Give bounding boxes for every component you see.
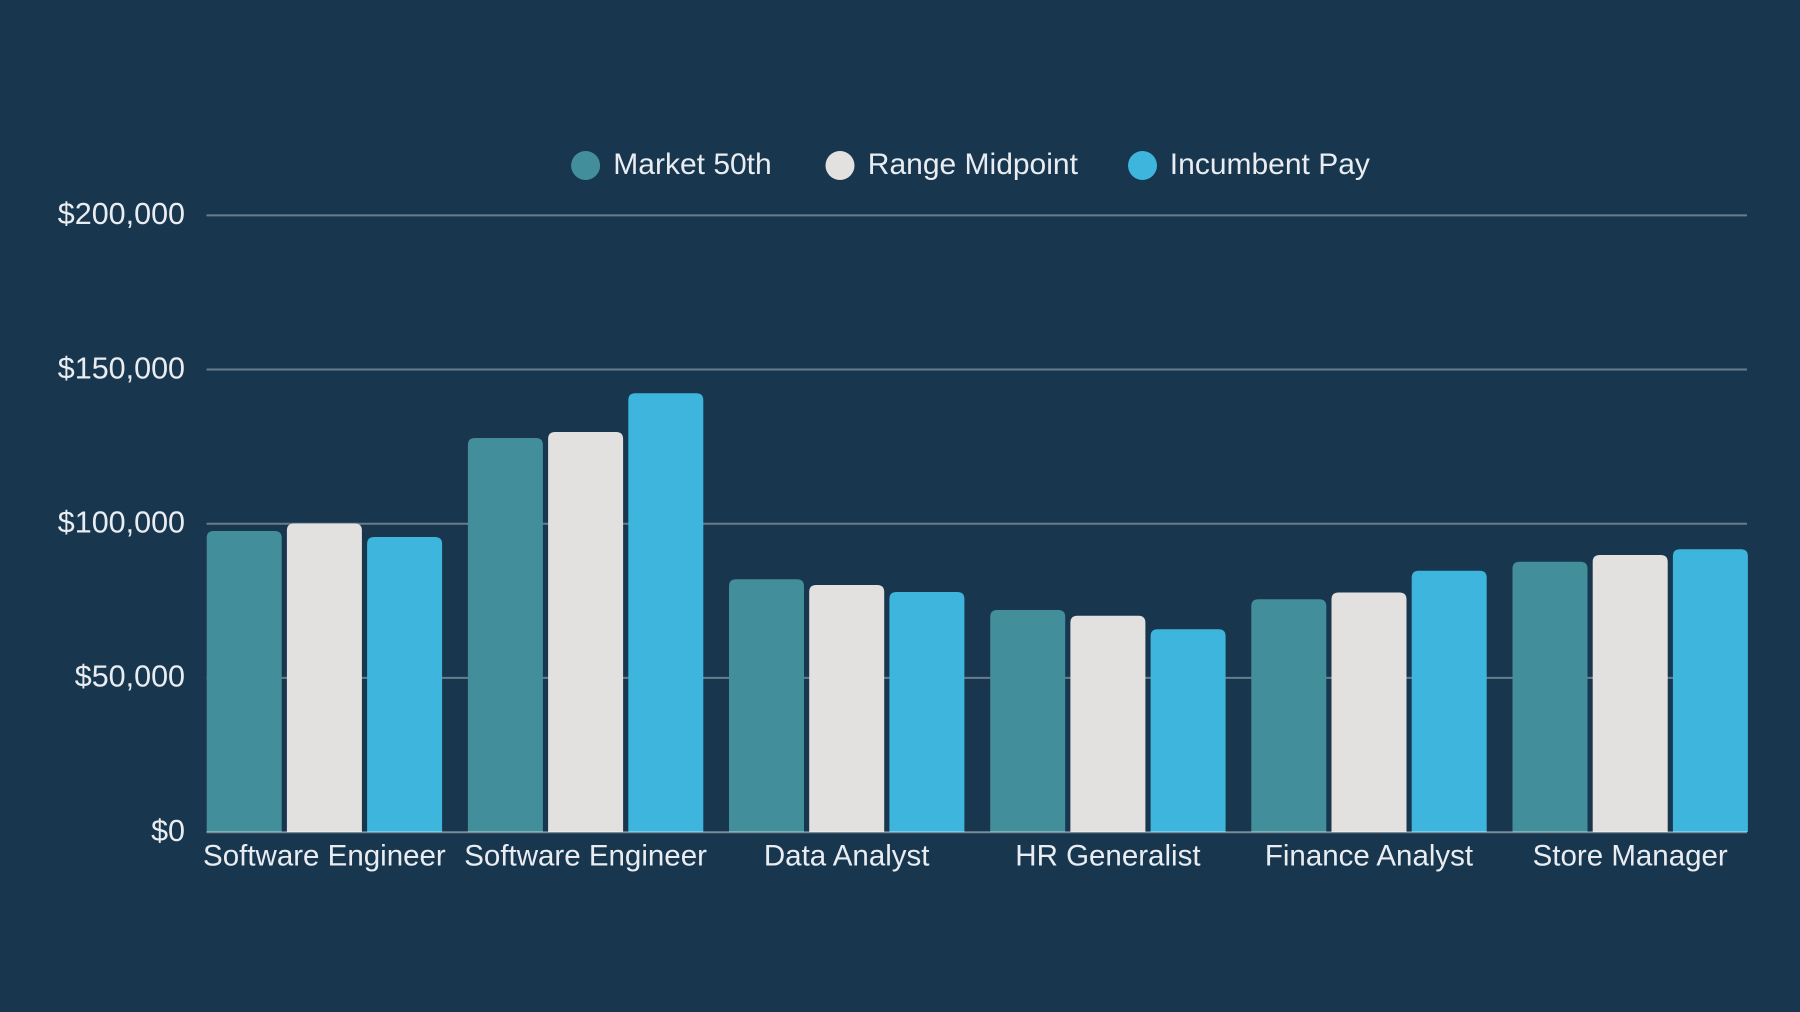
svg-text:Range Midpoint: Range Midpoint bbox=[868, 148, 1079, 181]
svg-text:$50,000: $50,000 bbox=[75, 660, 185, 694]
svg-text:Software Engineer: Software Engineer bbox=[464, 840, 707, 873]
svg-text:$100,000: $100,000 bbox=[58, 506, 185, 540]
svg-text:$0: $0 bbox=[151, 814, 185, 848]
svg-text:Software Engineer: Software Engineer bbox=[203, 840, 446, 873]
svg-text:Store Manager: Store Manager bbox=[1533, 840, 1728, 873]
svg-text:Data Analyst: Data Analyst bbox=[764, 840, 930, 873]
svg-text:Market 50th: Market 50th bbox=[613, 148, 771, 181]
svg-text:$200,000: $200,000 bbox=[58, 197, 185, 231]
svg-text:Incumbent Pay: Incumbent Pay bbox=[1170, 148, 1370, 181]
svg-text:$150,000: $150,000 bbox=[58, 351, 185, 385]
svg-text:Finance Analyst: Finance Analyst bbox=[1265, 840, 1473, 873]
svg-text:HR Generalist: HR Generalist bbox=[1015, 840, 1200, 873]
